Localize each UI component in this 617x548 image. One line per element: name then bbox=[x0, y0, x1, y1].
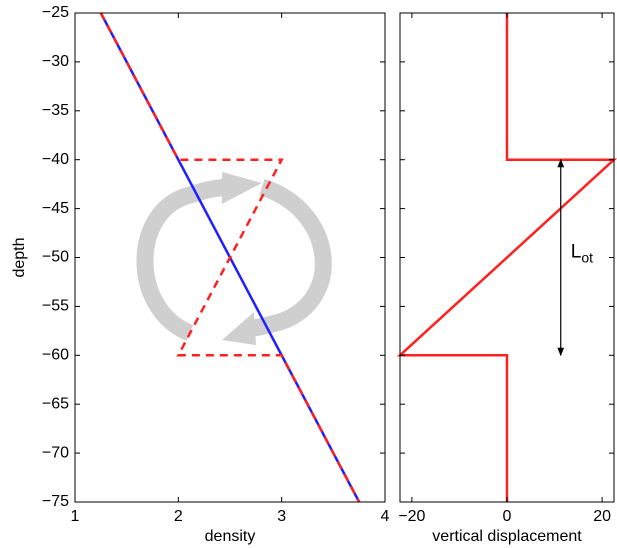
arrow-arc-left bbox=[136, 178, 229, 341]
y-tick-label: −25 bbox=[42, 4, 69, 21]
y-tick-label: −50 bbox=[42, 249, 69, 266]
y-tick-label: −45 bbox=[42, 200, 69, 217]
circulation-arrows bbox=[136, 172, 332, 345]
annotation-subscript: ot bbox=[581, 249, 593, 265]
x-tick-label: 4 bbox=[381, 508, 390, 525]
y-tick-label: −75 bbox=[42, 493, 69, 510]
y-tick-label: −40 bbox=[42, 151, 69, 168]
arrow-head-top bbox=[222, 172, 262, 204]
x-tick-label: 20 bbox=[593, 508, 611, 525]
x-tick-label: 3 bbox=[277, 508, 286, 525]
y-tick-label: −30 bbox=[42, 53, 69, 70]
data-line bbox=[99, 12, 361, 503]
annotation-text: L bbox=[571, 242, 582, 263]
y-tick-label: −60 bbox=[42, 347, 69, 364]
x-axis-label: density bbox=[205, 528, 256, 545]
x-tick-label: 0 bbox=[503, 508, 512, 525]
x-tick-label: −20 bbox=[398, 508, 425, 525]
x-axis-label: vertical displacement bbox=[432, 528, 582, 545]
x-tick-label: 1 bbox=[71, 508, 80, 525]
y-tick-label: −55 bbox=[42, 298, 69, 315]
data-line bbox=[396, 13, 617, 502]
annotation-label: Lot bbox=[571, 242, 593, 266]
x-tick-label: 2 bbox=[174, 508, 183, 525]
y-tick-label: −70 bbox=[42, 444, 69, 461]
y-tick-label: −65 bbox=[42, 395, 69, 412]
y-axis-label: depth bbox=[11, 237, 28, 277]
arrow-head-bottom bbox=[222, 312, 256, 345]
arrow-arc-right bbox=[246, 178, 332, 338]
y-tick-label: −35 bbox=[42, 102, 69, 119]
